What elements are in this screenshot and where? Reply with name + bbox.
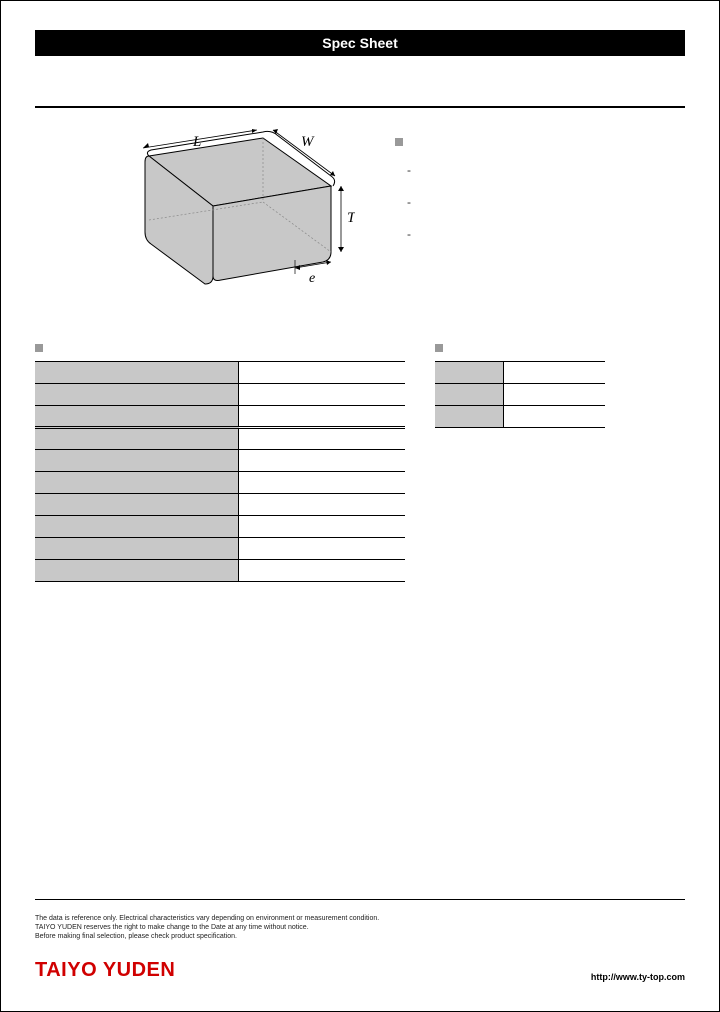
footer-row: TAIYO YUDEN http://www.ty-top.com: [35, 959, 685, 982]
footer: The data is reference only. Electrical c…: [35, 899, 685, 982]
bullet-item: -: [407, 227, 411, 241]
spec-value: [239, 406, 406, 428]
dim-label-L: L: [192, 134, 201, 150]
bullet-item: -: [407, 195, 411, 209]
spec-value: [239, 538, 406, 560]
disclaimer-line: The data is reference only. Electrical c…: [35, 914, 685, 923]
disclaimer-line: Before making final selection, please ch…: [35, 932, 685, 941]
spec-side-table: [435, 361, 605, 428]
spec-value: [239, 494, 406, 516]
spec-label: [35, 494, 239, 516]
tables-section: [35, 343, 685, 582]
table-row: [35, 516, 405, 538]
spec-value: [239, 560, 406, 582]
spec-label: [435, 362, 503, 384]
table-row: [35, 362, 405, 384]
spec-value: [239, 428, 406, 450]
spec-label: [435, 406, 503, 428]
spec-label: [35, 428, 239, 450]
spec-value: [239, 362, 406, 384]
spec-label: [435, 384, 503, 406]
spec-value: [503, 384, 605, 406]
spec-label: [35, 516, 239, 538]
dim-label-W: W: [301, 134, 315, 150]
table-row: [35, 472, 405, 494]
disclaimer-line: TAIYO YUDEN reserves the right to make c…: [35, 923, 685, 932]
table-square-icon: [35, 344, 43, 352]
spec-label: [35, 406, 239, 428]
component-diagram: L W T e: [35, 128, 355, 308]
header-title: Spec Sheet: [322, 35, 397, 51]
spec-label: [35, 384, 239, 406]
table-square-icon: [435, 344, 443, 352]
table-row: [35, 538, 405, 560]
spec-label: [35, 538, 239, 560]
spec-value: [503, 406, 605, 428]
spec-value: [503, 362, 605, 384]
brand-logo: TAIYO YUDEN: [35, 959, 175, 982]
spec-label: [35, 362, 239, 384]
dim-label-T: T: [347, 210, 355, 226]
footer-url: http://www.ty-top.com: [591, 972, 685, 982]
spec-label: [35, 472, 239, 494]
table-row: [435, 406, 605, 428]
bullet-column: - - -: [395, 128, 411, 308]
table-row: [35, 428, 405, 450]
spec-value: [239, 384, 406, 406]
dim-label-e: e: [309, 271, 315, 286]
table-row: [435, 384, 605, 406]
bullet-square-icon: [395, 138, 403, 146]
divider-top: [35, 106, 685, 108]
top-section: L W T e - - -: [35, 128, 685, 308]
spec-label: [35, 560, 239, 582]
spec-value: [239, 450, 406, 472]
chip-diagram-svg: L W T e: [95, 128, 355, 308]
table-row: [35, 384, 405, 406]
main-table-wrap: [35, 343, 405, 582]
table-row: [35, 494, 405, 516]
spec-value: [239, 472, 406, 494]
spec-label: [35, 450, 239, 472]
table-row: [35, 560, 405, 582]
footer-divider: [35, 899, 685, 900]
table-row: [435, 362, 605, 384]
spec-value: [239, 516, 406, 538]
table-row: [35, 406, 405, 428]
side-table-wrap: [435, 343, 605, 428]
header-title-bar: Spec Sheet: [35, 30, 685, 56]
disclaimer: The data is reference only. Electrical c…: [35, 914, 685, 941]
bullet-item: -: [407, 163, 411, 177]
spec-main-table: [35, 361, 405, 582]
table-row: [35, 450, 405, 472]
